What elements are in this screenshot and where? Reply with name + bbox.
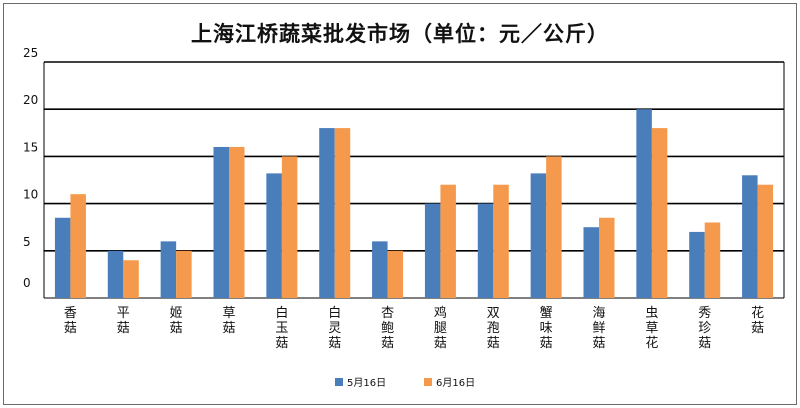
y-tick-label: 15 xyxy=(23,140,38,154)
bar-海鲜菇-5月16日 xyxy=(583,227,599,298)
x-category-label: 香菇 xyxy=(64,306,77,336)
legend-swatch-6月16日 xyxy=(424,378,432,386)
bar-草菇-6月16日 xyxy=(229,146,245,298)
bars xyxy=(54,109,774,298)
bar-杏鲍菇-5月16日 xyxy=(372,241,388,298)
bar-双孢菇-6月16日 xyxy=(493,184,509,298)
bar-平菇-5月16日 xyxy=(107,250,124,298)
bar-白灵菇-6月16日 xyxy=(334,128,351,298)
bar-蟹味菇-5月16日 xyxy=(530,173,547,298)
x-category-label: 杏鲍菇 xyxy=(381,306,394,351)
x-category-label: 鸡腿菇 xyxy=(434,305,447,351)
y-tick-label: 10 xyxy=(23,188,38,202)
x-category-label: 白灵菇 xyxy=(328,305,341,351)
bar-chart: 0 5 10 15 20 25 香菇 平菇 姬菇 草菇 白玉菇 白灵菇 杏鲍菇 鸡腿菇 双孢菇 蟹味菇 海鲜菇… xyxy=(23,46,785,389)
bar-蟹味菇-6月16日 xyxy=(546,156,562,298)
x-category-label: 秀珍菇 xyxy=(698,306,711,351)
legend-label: 6月16日 xyxy=(436,377,475,389)
bar-白玉菇-5月16日 xyxy=(266,173,282,298)
bar-双孢菇-5月16日 xyxy=(477,203,494,298)
x-category-label: 平菇 xyxy=(117,306,130,336)
chart-frame: 上海江桥蔬菜批发市场（单位：元／公斤） 0 5 10 15 20 25 香菇 平菇 姬菇 草菇 白… xyxy=(3,3,797,405)
x-category-label: 双孢菇 xyxy=(487,306,500,351)
bar-香菇-5月16日 xyxy=(54,217,71,298)
bar-平菇-6月16日 xyxy=(123,260,139,298)
x-category-label: 虫草花 xyxy=(645,306,658,351)
y-tick-label: 25 xyxy=(23,46,38,60)
bar-海鲜菇-6月16日 xyxy=(599,217,615,298)
x-category-label: 蟹味菇 xyxy=(540,306,553,351)
x-category-label: 姬菇 xyxy=(170,306,183,336)
bar-香菇-6月16日 xyxy=(70,194,86,298)
bar-秀珍菇-6月16日 xyxy=(704,222,721,298)
bar-秀珍菇-5月16日 xyxy=(689,231,705,298)
bar-花菇-5月16日 xyxy=(742,175,758,298)
bar-鸡腿菇-6月16日 xyxy=(440,184,456,298)
bar-虫草花-5月16日 xyxy=(636,109,652,298)
x-category-label: 草菇 xyxy=(222,306,235,336)
legend-swatch-5月16日 xyxy=(335,378,343,386)
x-category-label: 海鲜菇 xyxy=(592,306,605,351)
chart-title: 上海江桥蔬菜批发市场（单位：元／公斤） xyxy=(191,22,609,46)
y-axis-ticks: 0 5 10 15 20 25 xyxy=(23,46,38,290)
y-tick-label: 5 xyxy=(23,235,31,249)
bar-姬菇-6月16日 xyxy=(176,250,192,298)
bar-姬菇-5月16日 xyxy=(160,241,177,298)
legend-label: 5月16日 xyxy=(347,377,386,389)
bar-白灵菇-5月16日 xyxy=(319,128,335,298)
bar-鸡腿菇-5月16日 xyxy=(424,203,441,298)
x-category-label: 白玉菇 xyxy=(275,305,288,351)
bar-花菇-6月16日 xyxy=(757,184,774,298)
legend: 5月16日 6月16日 xyxy=(335,377,475,389)
bar-虫草花-6月16日 xyxy=(651,128,668,298)
y-tick-label: 20 xyxy=(23,93,38,107)
bar-杏鲍菇-6月16日 xyxy=(387,250,404,298)
plot-area xyxy=(44,62,784,298)
bar-草菇-5月16日 xyxy=(213,146,229,298)
x-axis-categories: 香菇 平菇 姬菇 草菇 白玉菇 白灵菇 杏鲍菇 鸡腿菇 双孢菇 蟹味菇 海鲜菇 虫草花 秀珍菇 花菇 xyxy=(64,305,764,351)
y-tick-label: 0 xyxy=(23,276,31,290)
bar-白玉菇-6月16日 xyxy=(281,156,298,298)
x-category-label: 花菇 xyxy=(751,305,764,336)
